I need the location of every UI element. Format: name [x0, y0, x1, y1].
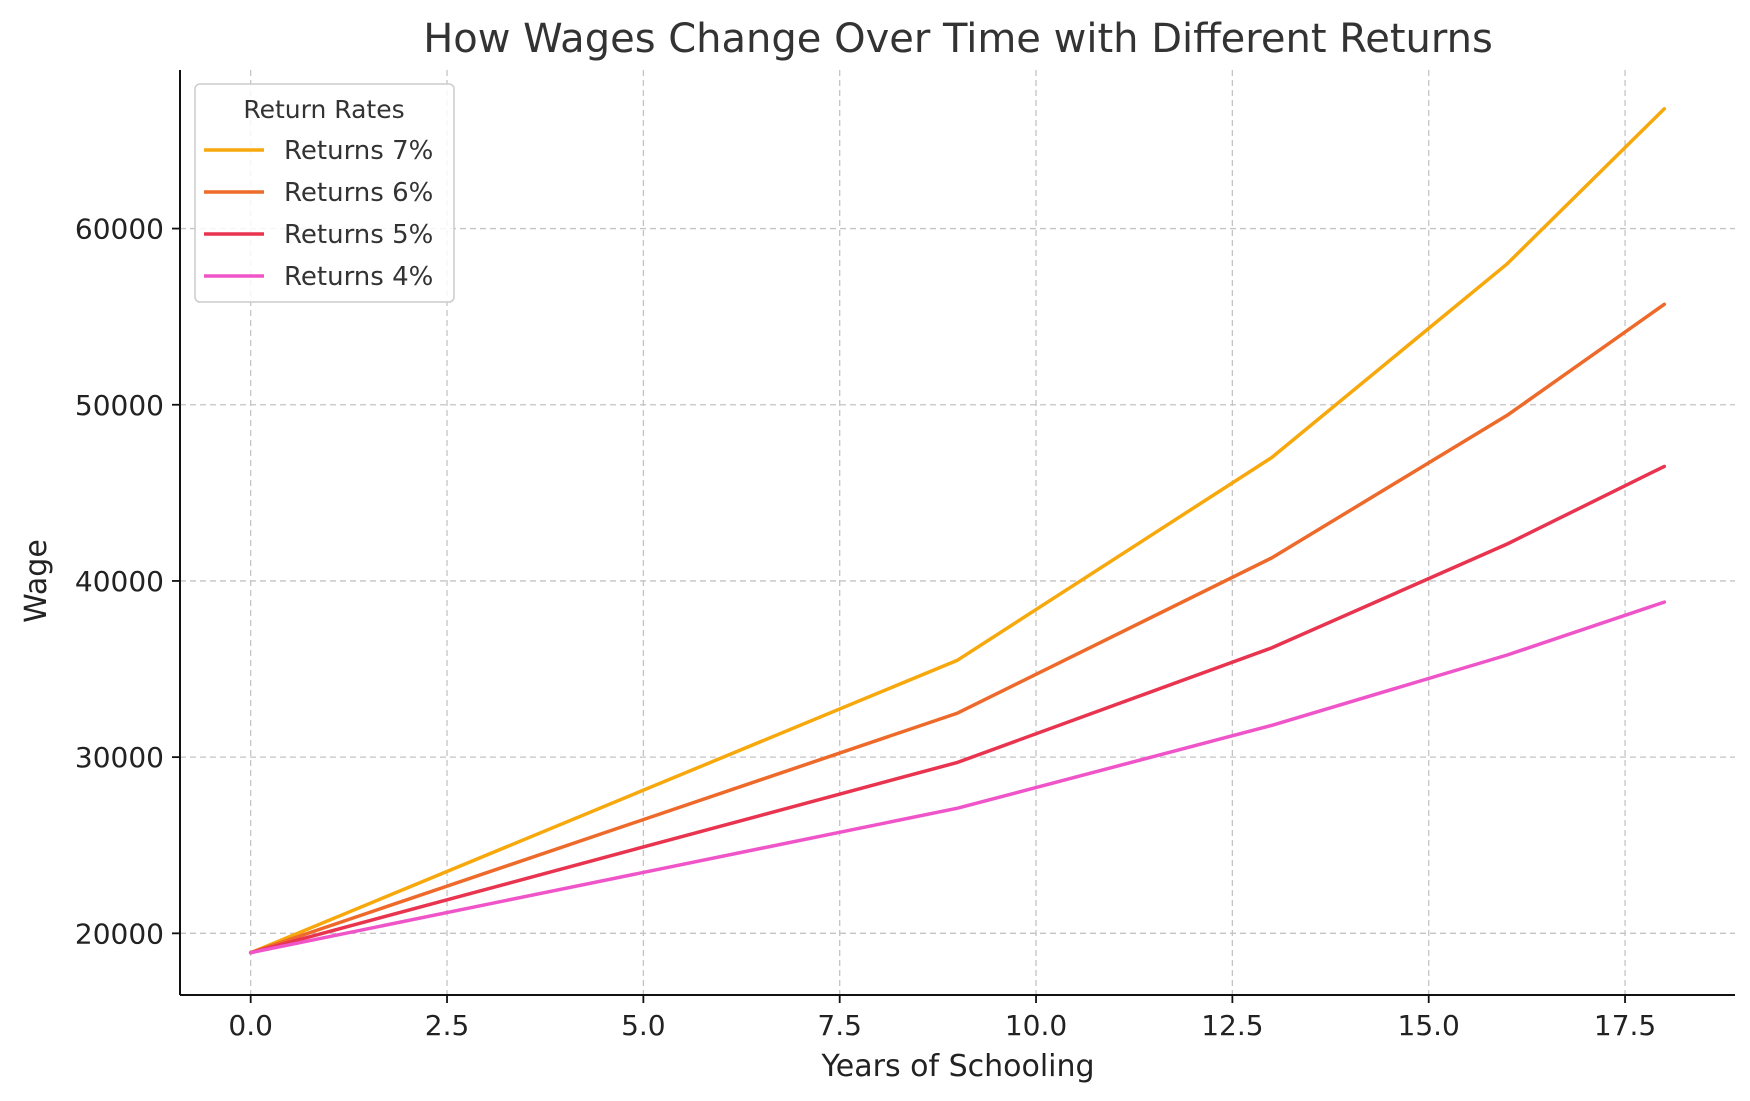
x-axis-label: Years of Schooling	[820, 1049, 1094, 1084]
x-tick-label: 15.0	[1398, 1009, 1460, 1042]
legend-entry: Returns 5%	[284, 220, 433, 250]
legend-title: Return Rates	[243, 95, 404, 124]
axes	[179, 70, 1735, 996]
x-tick-label: 5.0	[621, 1009, 666, 1042]
legend: Return Rates Returns 7%Returns 6%Returns…	[194, 83, 455, 303]
y-tick-label: 20000	[75, 917, 164, 950]
series-line	[248, 107, 1667, 955]
legend-entry: Returns 6%	[284, 178, 433, 208]
x-tick-label: 2.5	[425, 1009, 470, 1042]
y-tick-label: 30000	[75, 741, 164, 774]
x-tick-label: 17.5	[1594, 1009, 1656, 1042]
x-tick-label: 7.5	[817, 1009, 862, 1042]
legend-items: Returns 7% Returns 6% Returns 5% Returns 4%	[204, 136, 433, 292]
y-ticks: 20000 30000 40000 50000 60000	[75, 213, 180, 950]
series-line	[248, 600, 1667, 955]
legend-entry: Returns 7%	[284, 136, 433, 166]
x-tick-label: 12.5	[1201, 1009, 1263, 1042]
series-lines	[248, 107, 1667, 955]
chart-title: How Wages Change Over Time with Differen…	[423, 16, 1493, 62]
legend-box	[194, 83, 455, 303]
y-tick-label: 40000	[75, 565, 164, 598]
x-tick-label: 0.0	[228, 1009, 273, 1042]
y-tick-label: 50000	[75, 389, 164, 422]
x-tick-label: 10.0	[1005, 1009, 1067, 1042]
y-axis-label: Wage	[19, 539, 54, 623]
y-tick-label: 60000	[75, 213, 164, 246]
x-ticks: 0.0 2.5 5.0 7.5 10.0 12.5 15.0 17.5	[228, 995, 1656, 1042]
legend-entry: Returns 4%	[284, 262, 433, 292]
series-line	[248, 302, 1667, 955]
series-line	[248, 464, 1667, 955]
